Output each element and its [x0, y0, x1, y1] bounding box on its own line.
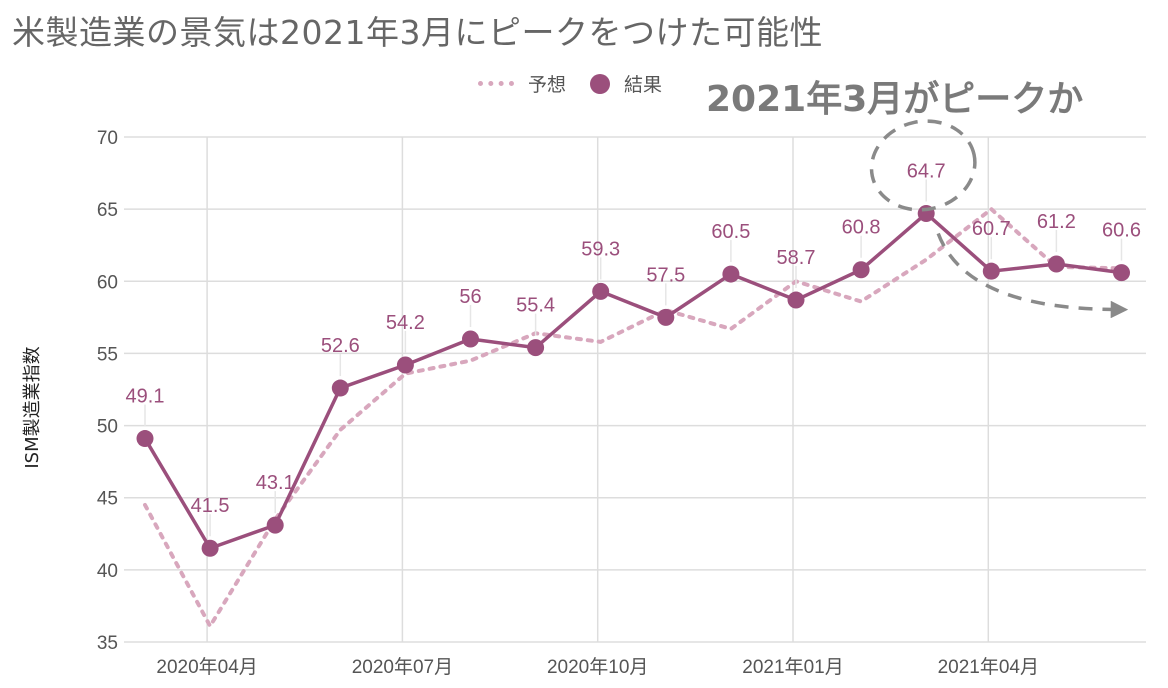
result-point	[722, 265, 740, 283]
y-tick-label: 45	[97, 489, 118, 510]
result-point	[592, 282, 610, 300]
y-tick-label: 40	[97, 561, 118, 582]
result-point	[1047, 255, 1065, 273]
result-point	[787, 291, 805, 309]
legend-item-forecast: 予想	[478, 70, 566, 97]
data-label: 60.7	[972, 218, 1011, 240]
x-tick-label: 2020年07月	[352, 656, 453, 678]
y-tick-label: 35	[97, 633, 118, 654]
grid	[124, 136, 1146, 643]
y-axis-label: ISM製造業指数	[22, 346, 43, 468]
data-label: 56	[459, 286, 481, 308]
chart-title: 米製造業の景気は2021年3月にピークをつけた可能性	[12, 13, 823, 52]
x-tick-label: 2021年04月	[938, 656, 1039, 678]
legend-label-result: 結果	[624, 74, 663, 96]
forecast-line	[143, 206, 1124, 631]
result-point	[462, 330, 479, 348]
peak-decoration	[869, 119, 1129, 319]
y-tick-label: 65	[97, 200, 118, 221]
data-label: 59.3	[581, 238, 620, 260]
result-point	[1113, 264, 1130, 282]
peak-annotation: 2021年3月がピークか	[706, 79, 1084, 120]
result-point	[266, 516, 284, 534]
data-label: 60.8	[842, 217, 881, 239]
result-point	[201, 539, 219, 557]
data-label: 57.5	[646, 264, 685, 286]
data-label: 61.2	[1037, 211, 1076, 233]
data-label: 49.1	[126, 386, 165, 408]
data-label: 54.2	[386, 312, 425, 334]
x-tick-label: 2021年01月	[742, 656, 843, 678]
data-label: 60.5	[711, 221, 750, 243]
data-label: 60.6	[1102, 220, 1141, 242]
forecast-dash-icon	[478, 81, 514, 86]
series-group	[136, 204, 1130, 631]
data-labels: 49.1 41.5 43.1 52.6 54.2 56 55.4 59.3 57.5 60.5 58…	[126, 160, 1141, 537]
data-label: 52.6	[321, 335, 360, 357]
result-point	[396, 356, 414, 374]
data-label: 43.1	[256, 472, 295, 494]
peak-circle-icon	[869, 119, 977, 212]
data-label: 41.5	[191, 495, 230, 517]
x-tick-label: 2020年10月	[547, 656, 648, 678]
x-tick-label: 2020年04月	[156, 656, 257, 678]
axes: 35 40 45 50 55 60 65 70 2020年04月 2020年07月 2020年10月…	[22, 128, 1039, 678]
result-point	[852, 261, 870, 279]
trend-arrow-icon	[936, 232, 1129, 319]
legend-label-forecast: 予想	[528, 74, 567, 96]
result-point	[657, 308, 675, 326]
y-tick-label: 60	[97, 272, 118, 293]
y-tick-label: 55	[97, 344, 118, 365]
legend: 予想 結果	[478, 70, 686, 97]
y-tick-label: 50	[97, 417, 118, 438]
result-dot-icon	[590, 73, 611, 94]
result-point	[982, 262, 1000, 280]
legend-item-result: 結果	[590, 70, 662, 97]
y-tick-label: 70	[97, 128, 118, 149]
result-line	[143, 211, 1122, 550]
result-point	[331, 379, 349, 397]
result-point	[527, 339, 545, 357]
data-label: 58.7	[777, 247, 816, 269]
data-label: 64.7	[907, 160, 946, 182]
result-point	[136, 430, 154, 448]
data-label: 55.4	[516, 295, 555, 317]
